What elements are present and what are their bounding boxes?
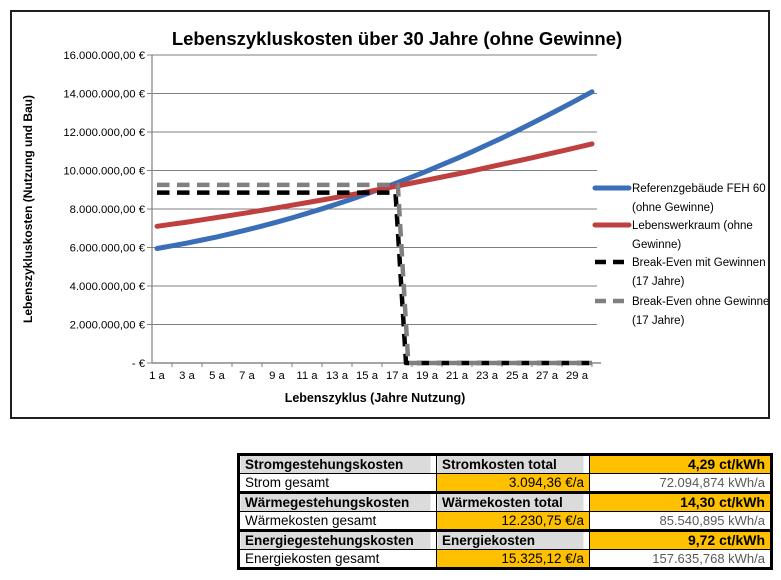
x-tick-label: 25 a: [506, 370, 529, 382]
x-axis-title: Lebenszyklus (Jahre Nutzung): [285, 391, 466, 405]
y-tick-label: 12.000.000,00 €: [63, 127, 145, 139]
table-row-waerme-gesamt: Wärmekosten gesamt 12.230,75 €/a 85.540,…: [238, 511, 772, 531]
legend-label: Lebenswerkraum (ohne: [632, 220, 753, 232]
table-cell-highlight: 3.094,36 €/a: [436, 473, 590, 493]
legend-label: Break-Even ohne Gewinne: [632, 296, 768, 308]
table-row-strom-header: Stromgestehungskosten Stromkosten total …: [238, 454, 772, 474]
legend-label: Break-Even mit Gewinnen: [632, 257, 766, 269]
chart-canvas: - € 2.000.000,00 € 4.000.000,00 € 6.000.000…: [21, 28, 768, 405]
table-cell: Wärmekosten gesamt: [238, 511, 437, 531]
x-tick-label: 27 a: [536, 370, 559, 382]
table-cell: 72.094,874 kWh/a: [589, 473, 772, 493]
y-tick-label: 16.000.000,00 €: [63, 50, 145, 62]
y-tick-label: 10.000.000,00 €: [63, 166, 145, 178]
x-tick-label: 9 a: [269, 370, 285, 382]
x-tick-label: 5 a: [209, 370, 225, 382]
lifecycle-cost-chart: - € 2.000.000,00 € 4.000.000,00 € 6.000.000…: [10, 10, 770, 419]
x-tick-label: 15 a: [356, 370, 379, 382]
y-tick-label: 14.000.000,00 €: [63, 89, 145, 101]
x-tick-label: 3 a: [179, 370, 195, 382]
y-tick-label: - €: [132, 358, 146, 370]
table-row-strom-gesamt: Strom gesamt 3.094,36 €/a 72.094,874 kWh…: [238, 473, 772, 493]
table-cell: Strom gesamt: [238, 473, 437, 493]
table-row-waerme-header: Wärmegestehungskosten Wärmekosten total …: [238, 491, 772, 512]
x-tick-label: 21 a: [446, 370, 469, 382]
table-cell: 85.540,895 kWh/a: [589, 511, 772, 531]
table-cell: Energiegestehungskosten: [238, 529, 437, 550]
table-cell: Stromgestehungskosten: [238, 454, 437, 474]
table-cell: Energiekosten gesamt: [238, 549, 437, 569]
legend-label: Gewinne): [632, 239, 681, 251]
table-cell-highlight: 9,72 ct/kWh: [589, 529, 772, 550]
series-line-lebenswerkraum-ohne-gewinne: [154, 141, 595, 229]
chart-title: Lebenszykluskosten über 30 Jahre (ohne G…: [172, 28, 622, 49]
x-tick-label: 11 a: [296, 370, 318, 382]
x-tick-label: 1 a: [149, 370, 165, 382]
legend-label: (ohne Gewinne): [632, 202, 714, 214]
y-tick-label: 8.000.000,00 €: [70, 204, 146, 216]
table-cell-highlight: 4,29 ct/kWh: [589, 454, 772, 474]
x-tick-label: 13 a: [326, 370, 349, 382]
series-line-break-even-ohne-gewinne-17-jahre: [157, 182, 592, 366]
y-axis-title: Lebenszykluskosten (Nutzung und Bau): [21, 95, 35, 323]
y-tick-label: 2.000.000,00 €: [70, 320, 146, 332]
table-row-energie-header: Energiegestehungskosten Energiekosten 9,…: [238, 529, 772, 550]
legend-label: (17 Jahre): [632, 315, 685, 327]
table-cell: Stromkosten total: [436, 454, 590, 474]
legend-label: Referenzgebäude FEH 60: [632, 183, 766, 195]
x-tick-label: 7 a: [239, 370, 255, 382]
x-tick-label: 19 a: [416, 370, 439, 382]
y-tick-label: 4.000.000,00 €: [70, 281, 146, 293]
table-cell-highlight: 15.325,12 €/a: [436, 549, 590, 569]
x-tick-label: 17 a: [386, 370, 409, 382]
x-tick-label: 23 a: [476, 370, 499, 382]
table-row-energie-gesamt: Energiekosten gesamt 15.325,12 €/a 157.6…: [238, 549, 772, 569]
x-tick-label: 29 a: [566, 370, 589, 382]
table-cell: Wärmegestehungskosten: [238, 491, 437, 512]
legend-label: (17 Jahre): [632, 276, 685, 288]
energy-cost-table: Stromgestehungskosten Stromkosten total …: [237, 453, 773, 570]
table-cell: Wärmekosten total: [436, 491, 590, 512]
y-tick-label: 6.000.000,00 €: [70, 243, 146, 255]
table-cell: 157.635,768 kWh/a: [589, 549, 772, 569]
table-cell-highlight: 14,30 ct/kWh: [589, 491, 772, 512]
table-cell-highlight: 12.230,75 €/a: [436, 511, 590, 531]
table-cell: Energiekosten: [436, 529, 590, 550]
